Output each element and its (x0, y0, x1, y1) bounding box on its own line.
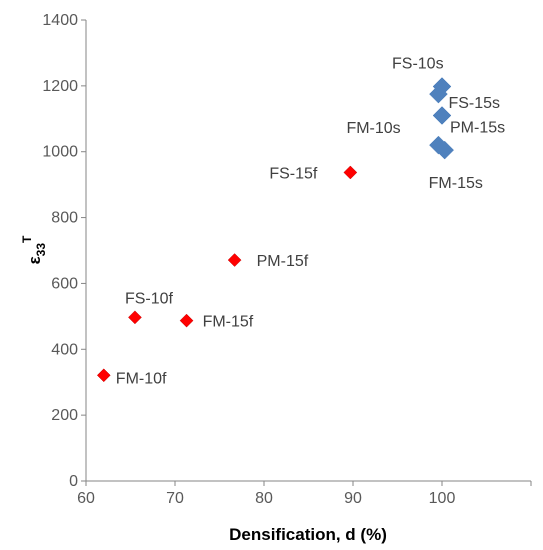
data-point-pm-15s (432, 106, 452, 125)
y-axis-title-sup: T (20, 235, 34, 243)
point-label-fm-10s: FM-10s (346, 120, 400, 137)
point-label-fm-15f: FM-15f (203, 314, 254, 331)
point-label-fs-10s: FS-10s (392, 56, 444, 73)
y-tick-label: 400 (51, 341, 78, 358)
x-tick-label: 100 (429, 490, 456, 507)
point-label-fs-15f: FS-15f (269, 165, 318, 182)
data-point-fs-15s (429, 84, 448, 104)
point-label-fm-10f: FM-10f (116, 370, 167, 387)
y-tick-label: 1200 (42, 78, 78, 95)
y-axis-title-base: ε (25, 256, 44, 264)
point-label-pm-15f: PM-15f (257, 253, 309, 270)
plot-area: 0 200 400 600 800 1000 1200 1400 60 70 80 90 100 FS… (42, 12, 532, 507)
y-tick-label: 800 (51, 210, 78, 227)
x-tick-label: 80 (255, 490, 273, 507)
x-axis-title: Densification, d (%) (229, 525, 387, 544)
y-tick-label: 1000 (42, 144, 78, 161)
y-tick-label: 1400 (42, 12, 78, 29)
point-label-pm-15s: PM-15s (450, 119, 505, 136)
y-axis-ticks: 0 200 400 600 800 1000 1200 1400 (42, 12, 86, 490)
y-tick-label: 200 (51, 407, 78, 424)
data-point-fm-10f (96, 368, 111, 383)
y-axis-title: ε33T (20, 235, 48, 264)
data-point-pm-15f (227, 253, 242, 267)
data-point-fm-15f (179, 313, 194, 328)
data-point-fs-15f (343, 165, 358, 180)
data-points (96, 77, 455, 383)
x-tick-label: 90 (344, 490, 362, 507)
data-point-fs-10f (128, 310, 142, 325)
x-tick-label: 60 (77, 490, 95, 507)
svg-text:ε33T: ε33T (20, 235, 48, 264)
point-label-fm-15s: FM-15s (429, 175, 483, 192)
point-label-fs-15s: FS-15s (448, 95, 500, 112)
x-axis-ticks: 60 70 80 90 100 (77, 481, 532, 507)
point-label-fs-10f: FS-10f (125, 290, 174, 307)
y-axis-title-sub: 33 (34, 243, 48, 257)
x-tick-label: 70 (166, 490, 184, 507)
point-labels: FS-10s FS-15s PM-15s FM-10s FM-15s FS-15f PM-1… (116, 56, 505, 388)
y-tick-label: 600 (51, 275, 78, 292)
y-tick-label: 0 (69, 473, 78, 490)
data-point-fm-15s (435, 140, 455, 160)
